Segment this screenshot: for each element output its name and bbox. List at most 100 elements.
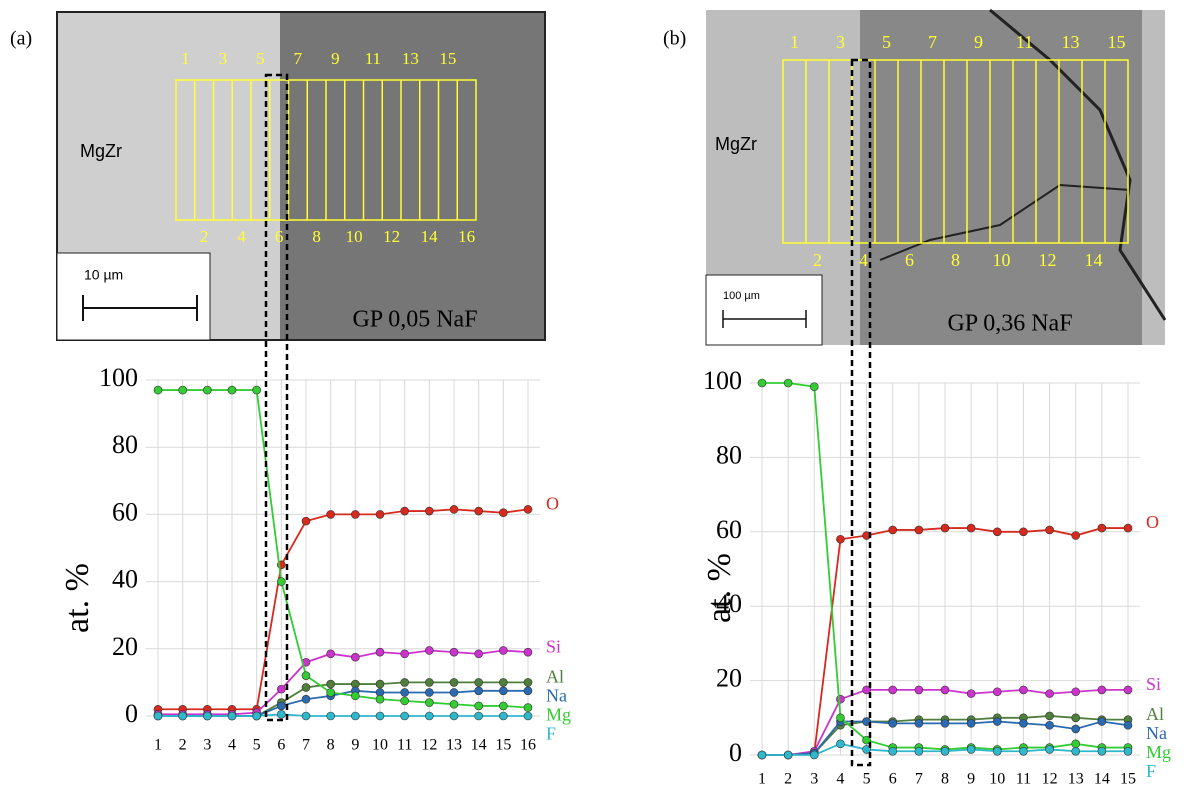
data-point (992, 527, 1002, 537)
data-point (1123, 685, 1133, 695)
series-label: Al (546, 667, 564, 687)
zone-label: 3 (836, 32, 845, 52)
x-tick-label: 5 (253, 737, 261, 754)
zone-label: 16 (458, 227, 475, 246)
zone-label: 2 (200, 227, 209, 246)
data-point (940, 746, 950, 756)
zone-label: 11 (1016, 32, 1033, 52)
series-line (158, 681, 528, 717)
y-axis-label: at. % (701, 553, 738, 623)
data-point (400, 688, 409, 697)
zone-label: 1 (181, 49, 190, 68)
data-point (301, 683, 311, 692)
x-tick-label: 3 (203, 737, 211, 754)
data-point (862, 717, 871, 726)
data-point (783, 750, 793, 760)
x-tick-label: 16 (520, 737, 536, 754)
coating-region (860, 10, 1142, 345)
x-tick-label: 10 (989, 771, 1005, 788)
data-point (992, 687, 1002, 697)
data-point (523, 686, 533, 696)
zone-label: 4 (859, 250, 868, 270)
series-label: F (1146, 761, 1156, 781)
data-point (1123, 523, 1133, 533)
series-label: O (546, 493, 559, 513)
data-point (523, 711, 533, 721)
data-point (1045, 689, 1054, 698)
data-point (400, 696, 409, 706)
data-point (914, 525, 924, 535)
data-point (400, 506, 409, 516)
data-point (757, 750, 767, 760)
zone-label: 8 (312, 227, 321, 246)
highlight-column (850, 58, 872, 767)
data-point (499, 646, 508, 655)
data-point (523, 505, 533, 514)
data-point (326, 679, 335, 689)
x-tick-label: 6 (277, 737, 285, 754)
y-tick-label: 80 (112, 430, 138, 459)
data-point (888, 719, 898, 728)
y-tick-label: 20 (112, 632, 138, 661)
x-tick-label: 4 (228, 737, 236, 754)
data-point (809, 750, 819, 760)
data-point (1071, 746, 1081, 756)
data-point (499, 701, 508, 711)
scale-label: 10 µm (84, 267, 123, 283)
zone-label: 3 (219, 49, 228, 68)
material-label: MgZr (80, 141, 122, 161)
series-label: Mg (1146, 742, 1171, 762)
data-point (425, 688, 434, 697)
data-point (499, 678, 508, 687)
zone-label: 5 (882, 32, 891, 52)
y-tick-label: 40 (112, 565, 138, 594)
data-point (425, 698, 434, 707)
data-point (862, 735, 871, 745)
x-tick-label: 9 (351, 737, 359, 754)
x-tick-label: 12 (421, 737, 437, 754)
series-label: Al (1146, 704, 1164, 724)
series-label: O (1146, 512, 1159, 532)
data-point (1045, 525, 1054, 535)
data-point (301, 694, 311, 704)
y-tick-label: 60 (716, 515, 742, 544)
data-point (449, 647, 459, 657)
data-point (375, 711, 385, 721)
data-point (966, 719, 976, 728)
data-point (375, 510, 385, 519)
data-point (326, 649, 335, 659)
sample-label: GP 0,05 NaF (352, 307, 477, 333)
zone-label: 10 (993, 250, 1011, 270)
data-point (523, 647, 533, 657)
x-tick-label: 4 (836, 771, 844, 788)
data-point (449, 505, 459, 514)
data-point (499, 508, 508, 518)
data-point (351, 711, 360, 721)
scale-label: 100 µm (723, 290, 760, 302)
data-point (375, 679, 385, 689)
data-point (1019, 527, 1028, 537)
x-tick-label: 1 (758, 771, 766, 788)
data-point (523, 678, 533, 687)
data-point (940, 719, 950, 728)
sem-image (56, 11, 546, 341)
y-tick-label: 40 (716, 589, 742, 618)
data-point (449, 678, 459, 687)
data-point (992, 717, 1002, 726)
data-point (474, 506, 483, 516)
data-point (326, 711, 335, 721)
data-point (203, 385, 212, 395)
scale-box (56, 252, 211, 341)
series-line (158, 649, 529, 716)
data-point (1097, 746, 1107, 756)
data-point (1123, 746, 1133, 756)
data-point (1045, 720, 1054, 730)
data-point (301, 516, 311, 526)
data-point (862, 685, 871, 695)
zone-label: 2 (813, 250, 822, 270)
data-point (1097, 523, 1107, 533)
data-point (1019, 685, 1028, 695)
data-point (1071, 739, 1081, 749)
data-point (474, 686, 483, 696)
